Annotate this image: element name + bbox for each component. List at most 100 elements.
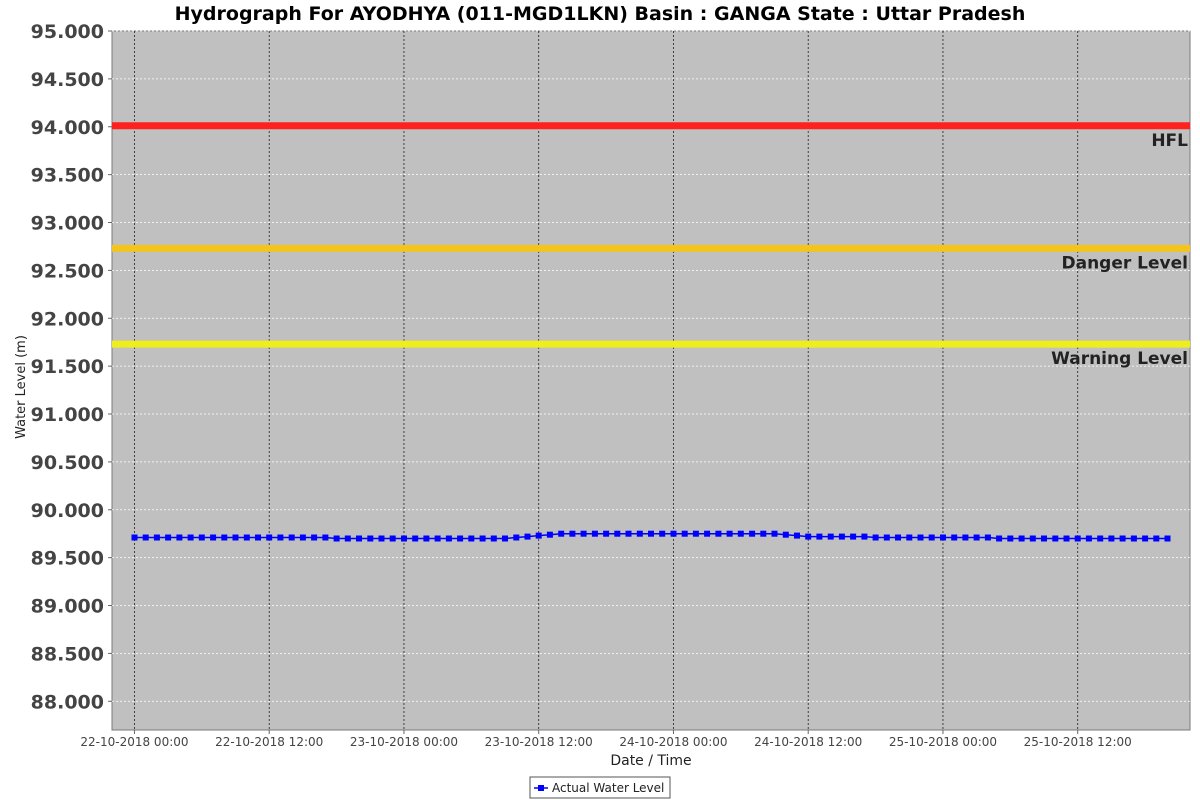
data-point: [502, 535, 508, 542]
data-point: [940, 534, 946, 541]
data-point: [928, 534, 935, 541]
x-tick-label: 23-10-2018 12:00: [485, 735, 593, 749]
y-axis-label: Water Level (m): [14, 335, 29, 439]
data-point: [1164, 535, 1171, 542]
x-tick-label: 25-10-2018 12:00: [1024, 735, 1132, 749]
data-point: [524, 533, 531, 540]
data-point: [591, 530, 598, 537]
y-tick-label: 88.500: [31, 643, 104, 665]
x-tick-label: 22-10-2018 12:00: [215, 735, 323, 749]
data-point: [535, 532, 542, 539]
data-point: [883, 534, 890, 541]
y-tick-label: 93.000: [31, 213, 104, 235]
data-point: [311, 534, 318, 541]
y-tick-label: 91.000: [31, 404, 104, 426]
data-point: [603, 530, 610, 537]
data-point: [1153, 535, 1160, 542]
data-point: [838, 533, 845, 540]
data-point: [625, 530, 632, 537]
data-point: [1097, 535, 1104, 542]
data-point: [266, 534, 273, 541]
x-tick-label: 23-10-2018 00:00: [350, 735, 458, 749]
data-point: [423, 535, 430, 542]
data-point: [165, 534, 172, 541]
data-point: [1074, 535, 1081, 542]
data-point: [131, 534, 138, 541]
data-point: [243, 534, 250, 541]
data-point: [479, 535, 486, 542]
y-tick-label: 92.500: [31, 260, 104, 282]
data-point: [1142, 535, 1149, 542]
data-point: [648, 530, 654, 537]
data-point: [827, 533, 834, 540]
data-point: [299, 534, 306, 541]
data-point: [255, 534, 261, 541]
legend-marker-swatch: [538, 785, 544, 791]
data-point: [805, 533, 812, 540]
x-tick-label: 24-10-2018 12:00: [754, 735, 862, 749]
y-tick-label: 93.500: [31, 165, 104, 187]
data-point: [962, 534, 969, 541]
data-point: [367, 535, 374, 542]
y-tick-label: 90.500: [31, 452, 104, 474]
reference-line-label: Warning Level: [1051, 349, 1188, 369]
data-series: [131, 530, 1171, 542]
data-point: [142, 534, 149, 541]
legend-label: Actual Water Level: [552, 781, 664, 795]
chart-title: Hydrograph For AYODHYA (011-MGD1LKN) Bas…: [175, 3, 1026, 25]
data-point: [692, 530, 699, 537]
data-point: [1018, 535, 1025, 542]
data-point: [794, 532, 800, 539]
data-point: [636, 530, 643, 537]
data-point: [457, 535, 464, 542]
data-point: [288, 534, 295, 541]
data-point: [861, 533, 868, 540]
y-tick-label: 94.000: [31, 117, 104, 139]
data-point: [782, 531, 789, 538]
y-tick-label: 91.500: [31, 356, 104, 378]
data-point: [232, 534, 239, 541]
data-point: [401, 535, 407, 542]
x-tick-label: 24-10-2018 00:00: [619, 735, 727, 749]
data-point: [221, 534, 228, 541]
x-tick-label: 25-10-2018 00:00: [889, 735, 997, 749]
data-point: [726, 530, 733, 537]
data-point: [569, 530, 576, 537]
data-point: [973, 534, 980, 541]
data-point: [1029, 535, 1036, 542]
data-point: [737, 530, 744, 537]
data-point: [1063, 535, 1070, 542]
data-point: [895, 534, 901, 541]
data-point: [434, 535, 441, 542]
data-point: [490, 535, 497, 542]
reference-line-label: HFL: [1151, 131, 1188, 151]
y-tick-label: 95.000: [31, 21, 104, 43]
data-point: [984, 534, 991, 541]
data-point: [771, 530, 778, 537]
y-tick-label: 94.500: [31, 69, 104, 91]
plot-area: [111, 30, 1191, 731]
data-point: [681, 530, 688, 537]
x-axis-label: Date / Time: [610, 753, 691, 769]
data-point: [704, 530, 711, 537]
data-point: [378, 535, 385, 542]
data-point: [513, 534, 520, 541]
data-point: [580, 530, 587, 537]
data-point: [412, 535, 419, 542]
data-point: [1130, 535, 1137, 542]
y-axis-ticks: 88.000 88.500 89.000 89.500 90.000 90.500 91.0…: [31, 21, 112, 713]
data-point: [210, 534, 217, 541]
data-point: [1108, 535, 1115, 542]
data-point: [614, 530, 621, 537]
data-point: [468, 535, 475, 542]
data-point: [816, 533, 823, 540]
x-tick-label: 22-10-2018 00:00: [80, 735, 188, 749]
data-point: [850, 533, 857, 540]
data-point: [333, 535, 340, 542]
data-point: [344, 535, 351, 542]
y-tick-label: 88.000: [31, 691, 104, 713]
data-point: [1041, 535, 1047, 542]
data-point: [1119, 535, 1126, 542]
data-point: [670, 530, 677, 537]
